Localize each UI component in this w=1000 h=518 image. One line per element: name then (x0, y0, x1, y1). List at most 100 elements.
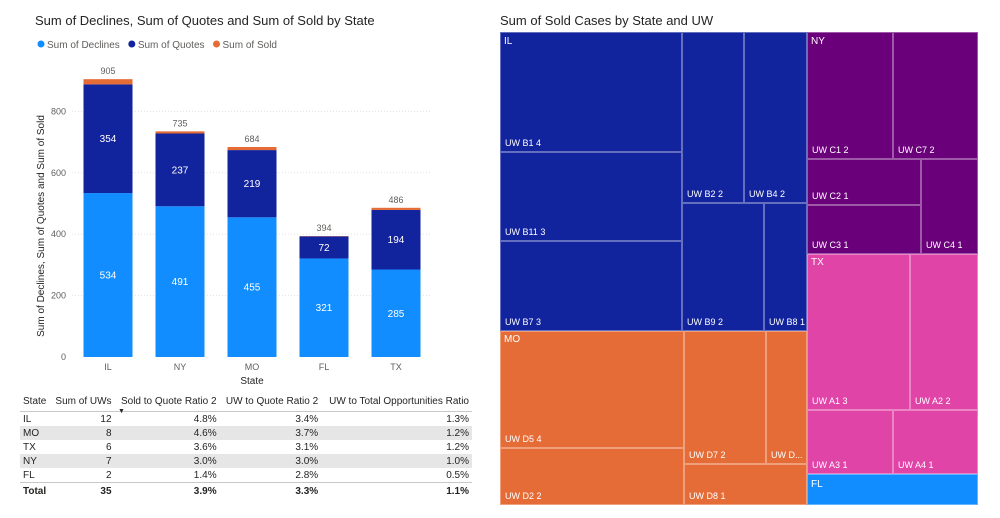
table-row: FL 2 1.4% 2.8% 0.5% (20, 468, 472, 483)
treemap-tile-il[interactable]: UW B7 3 (500, 241, 682, 331)
total-label: 394 (316, 223, 331, 233)
treemap-tile-tx[interactable]: UW A3 1 (807, 410, 893, 474)
total-label: 684 (244, 134, 259, 144)
treemap-tile-mo[interactable]: UW D8 1 (684, 464, 807, 505)
treemap-tile-label: UW A1 3 (812, 396, 848, 406)
bar-sum-of-declines (227, 217, 277, 357)
y-tick-label: 800 (51, 106, 66, 116)
legend-marker (128, 40, 136, 48)
treemap-tile-mo[interactable]: UW D... (766, 331, 807, 464)
legend-label: Sum of Quotes (138, 40, 205, 51)
data-label: 455 (244, 283, 261, 294)
bar-sum-of-quotes (155, 133, 205, 207)
table-total-row: Total 35 3.9% 3.3% 1.1% (20, 482, 472, 499)
legend-label: Sum of Sold (223, 40, 277, 51)
treemap-tile-label: UW B8 1 (769, 317, 806, 327)
treemap-tile-il[interactable]: UW B4 2 (744, 32, 807, 203)
legend-marker (37, 40, 45, 48)
bar-sum-of-sold (371, 207, 421, 210)
treemap-tile-il[interactable]: UW B9 2 (682, 203, 764, 331)
treemap-tile-label: UW C2 1 (812, 191, 849, 201)
treemap-group-label-tx: TX (811, 257, 824, 268)
treemap-tile-il[interactable]: UW B11 3 (500, 152, 682, 241)
cell-sold-to-quote: 1.4% (193, 469, 217, 481)
y-tick-label: 0 (61, 352, 66, 362)
treemap-tile-label: UW D7 2 (689, 450, 726, 460)
data-label: 354 (100, 134, 117, 145)
cell-sum-of-uws: 2 (105, 469, 112, 481)
x-tick-label: IL (104, 362, 112, 372)
y-tick-label: 200 (51, 291, 66, 301)
column-header-uw-to-total-opportunities-ratio[interactable]: UW to Total Opportunities Ratio (321, 393, 472, 412)
treemap-tile-ny[interactable]: UW C4 1 (921, 159, 978, 254)
cell-sold-to-quote: 3.6% (193, 441, 217, 453)
treemap-tile-ny[interactable]: UW C1 2 (807, 32, 893, 159)
bar-sum-of-declines (371, 269, 421, 357)
data-label: 491 (172, 277, 189, 288)
cell-uw-to-quote: 3.4% (295, 413, 319, 425)
bar-sum-of-quotes (299, 236, 349, 259)
x-tick-label: TX (390, 362, 402, 372)
bar-sum-of-sold (155, 131, 205, 134)
column-header-sum-of-uws[interactable]: Sum of UWs (50, 393, 115, 412)
treemap-tile-tx[interactable]: UW A2 2 (910, 254, 978, 410)
treemap-tile-ny[interactable]: UW C7 2 (893, 32, 978, 159)
bar-sum-of-declines (155, 206, 205, 357)
bar-sum-of-quotes (371, 209, 421, 270)
cell-uw-to-quote: 3.7% (219, 426, 322, 440)
cell-state: TX (23, 441, 36, 453)
treemap-tile-ny[interactable]: UW C3 1 (807, 205, 921, 254)
cell-sum-of-uws: 6 (105, 441, 112, 453)
cell-sum-of-uws: 8 (50, 426, 115, 440)
x-tick-label: FL (319, 362, 330, 372)
total-label: 735 (172, 118, 187, 128)
treemap-tile-label: UW B2 2 (687, 189, 724, 199)
treemap-tile-label: UW C4 1 (926, 240, 963, 250)
data-label: 72 (318, 243, 330, 254)
treemap-tile-label: UW C3 1 (812, 240, 849, 250)
treemap-tile-label: UW B7 3 (505, 317, 542, 327)
column-header-uw-to-quote-ratio[interactable]: UW to Quote Ratio 2 (219, 393, 322, 412)
data-label: 237 (172, 165, 189, 176)
treemap-tile-mo[interactable]: UW D2 2 (500, 448, 684, 505)
table-row: IL 12 4.8% 3.4% 1.3% (20, 412, 472, 427)
treemap-tile-mo[interactable]: UW D7 2 (684, 331, 766, 464)
cell-sum-of-uws: 7 (50, 454, 115, 468)
x-tick-label: MO (245, 362, 260, 372)
cell-total-uw-to-quote: 3.3% (219, 482, 322, 499)
bar-sum-of-declines (299, 258, 349, 357)
treemap-tile-label: UW B4 2 (749, 189, 786, 199)
treemap-group-label-il: IL (504, 36, 513, 47)
treemap-group-label-ny: NY (811, 36, 825, 47)
bar-sum-of-quotes (83, 84, 133, 194)
cell-uw-to-quote: 2.8% (295, 469, 319, 481)
cell-uw-to-total: 1.2% (321, 426, 472, 440)
cell-state: IL (23, 413, 32, 425)
table-row: TX 6 3.6% 3.1% 1.2% (20, 440, 472, 454)
treemap-tile-mo[interactable]: UW D5 4 (500, 331, 684, 448)
treemap-tile-label: UW B9 2 (687, 317, 724, 327)
column-header-sold-to-quote-ratio[interactable]: Sold to Quote Ratio 2 (114, 393, 220, 412)
total-label: 905 (100, 66, 115, 76)
treemap-tile-ny[interactable]: UW C2 1 (807, 159, 921, 205)
treemap-group-label-mo: MO (504, 334, 521, 345)
state-ratio-table: State Sum of UWs Sold to Quote Ratio 2 U… (20, 393, 472, 499)
column-header-state[interactable]: State (20, 393, 51, 412)
sort-descending-icon[interactable]: ▼ (118, 408, 125, 415)
treemap-tile-label: UW D... (771, 450, 803, 460)
treemap-tile-il[interactable]: UW B1 4 (500, 32, 682, 152)
treemap-tile-label: UW D5 4 (505, 434, 542, 444)
treemap-tile-il[interactable]: UW B8 1 (764, 203, 807, 331)
data-label: 219 (244, 179, 261, 190)
treemap-tile-il[interactable]: UW B2 2 (682, 32, 744, 203)
treemap-tile-tx[interactable]: UW A4 1 (893, 410, 978, 474)
data-label: 321 (316, 303, 333, 314)
x-axis-title: State (240, 376, 264, 387)
treemap-tile-fl[interactable] (807, 474, 978, 505)
treemap-title: Sum of Sold Cases by State and UW (500, 13, 714, 28)
treemap-group-label-fl: FL (811, 479, 823, 490)
cell-sold-to-quote: 4.6% (114, 426, 220, 440)
treemap-tile-tx[interactable]: UW A1 3 (807, 254, 910, 410)
cell-total-uw-to-total: 1.1% (321, 482, 472, 499)
treemap-tile-label: UW A4 1 (898, 460, 934, 470)
